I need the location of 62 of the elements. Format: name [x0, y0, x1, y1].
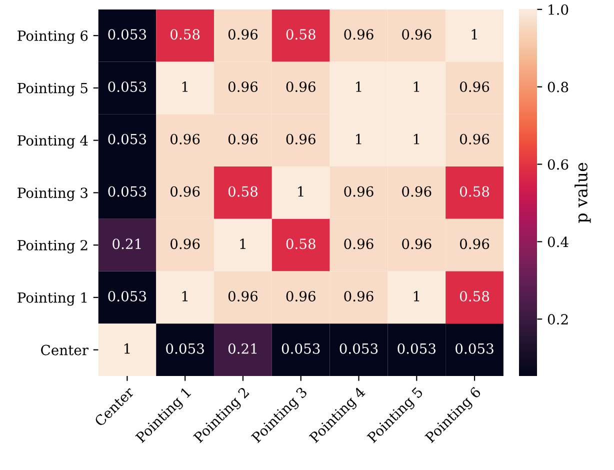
y-tick-label: Pointing 3	[18, 188, 88, 201]
data-label: 0.96	[460, 238, 490, 250]
data-label: 0.21	[112, 238, 141, 250]
color-bar-label: 0.6	[548, 159, 568, 170]
data-label: 0.96	[286, 134, 316, 144]
data-label: 0.96	[460, 134, 490, 144]
data-label: 0.96	[286, 81, 316, 92]
data-label: 0.053	[166, 343, 204, 354]
data-label: 1	[414, 81, 420, 92]
color-bar-title: p value	[574, 162, 591, 223]
data-label: 0.58	[460, 186, 490, 197]
data-label: 1	[356, 81, 362, 92]
color-bar-label: 0.8	[548, 82, 568, 92]
color-bar-label: 0.2	[548, 314, 568, 325]
data-label: 0.053	[456, 343, 494, 354]
data-label: 0.053	[108, 134, 146, 144]
data-label: 0.96	[344, 29, 374, 40]
data-label: 0.58	[286, 29, 316, 40]
data-label: 1	[182, 290, 188, 302]
data-label: 1	[182, 81, 188, 92]
data-label: 0.58	[286, 238, 316, 250]
color-bar-label: 1.0	[548, 4, 568, 15]
data-label: 0.58	[460, 290, 490, 302]
data-label: 0.053	[398, 343, 436, 354]
data-label: 0.96	[170, 186, 200, 197]
data-label: 0.053	[282, 343, 320, 354]
data-label: 1	[472, 29, 477, 40]
data-label: 1	[414, 134, 420, 144]
color-bar-label: 0.4	[548, 236, 568, 248]
data-label: 1	[124, 343, 130, 354]
data-label: 0.053	[340, 343, 378, 354]
data-label: 0.053	[108, 186, 146, 197]
data-label: 0.053	[108, 290, 146, 302]
data-label: 0.96	[228, 134, 258, 144]
data-label: 1	[240, 238, 246, 249]
data-label: 0.58	[170, 29, 200, 40]
data-label: 0.96	[402, 29, 432, 40]
data-label: 0.96	[402, 186, 432, 197]
data-label: 0.96	[228, 81, 258, 92]
data-label: 0.96	[460, 81, 490, 92]
data-label: 0.96	[344, 186, 374, 197]
data-label: 0.96	[344, 290, 374, 302]
data-label: 0.96	[402, 238, 432, 250]
data-label: 0.96	[170, 134, 200, 144]
data-label: 0.58	[228, 186, 258, 197]
data-label: 0.96	[344, 238, 374, 250]
data-label: 0.96	[228, 29, 258, 40]
data-label: 0.96	[228, 290, 258, 302]
y-tick-label: Pointing 2	[18, 240, 88, 254]
data-label: 0.96	[170, 238, 200, 250]
data-label: 0.96	[286, 290, 316, 302]
y-tick-label: Pointing 1	[18, 292, 87, 306]
y-tick-label: Center	[41, 344, 89, 356]
data-label: 0.21	[228, 343, 256, 354]
y-tick-label: Pointing 4	[18, 135, 88, 149]
data-label: 1	[298, 186, 304, 197]
data-label: 0.053	[108, 81, 146, 92]
data-label: 1	[356, 134, 362, 144]
y-tick-label: Pointing 6	[18, 30, 88, 44]
data-label: 0.053	[108, 29, 146, 40]
data-label: 1	[414, 290, 420, 302]
y-tick-label: Pointing 5	[18, 82, 88, 96]
